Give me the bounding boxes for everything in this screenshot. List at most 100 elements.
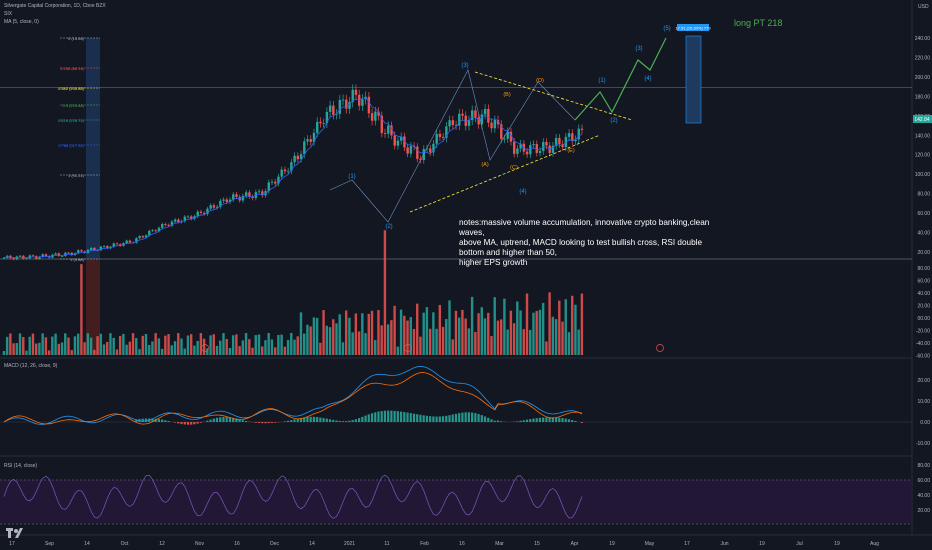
volume-bar [241,340,245,355]
macd-histogram-bar [293,419,296,422]
volume-bar [47,350,51,355]
candle-body [312,132,316,142]
volume-bar [393,305,396,355]
macd-histogram-bar [235,418,238,422]
candle-body [467,120,471,126]
candle-body [535,144,538,153]
price-axis-tick: 60.00 [917,211,930,217]
candle-body [448,120,451,127]
candle-body [429,148,432,153]
volume-bar [160,348,164,355]
price-axis-tick: 240.00 [915,36,931,42]
volume-bar [115,349,119,355]
macd-histogram-bar [529,419,532,422]
candle-body [31,255,35,257]
volume-bar [441,326,445,355]
rsi-axis-tick: 20.00 [917,508,930,514]
macd-histogram-bar [487,417,490,422]
candle-body [190,216,193,219]
candle-body [493,119,497,129]
candle-body [44,254,48,257]
volume-bar [206,348,209,355]
candle-body [319,121,322,124]
volume-bar [428,328,432,355]
volume-bar [315,317,319,355]
volume-bar [18,333,22,355]
candle-body [351,89,354,102]
volume-bar [196,340,199,355]
macd-histogram-bar [161,419,164,422]
volume-bar [44,337,48,355]
volume-bar [419,336,422,355]
macd-histogram-bar [257,422,261,424]
candle-body [22,255,25,259]
macd-histogram-bar [286,420,290,422]
macd-histogram-bar [228,417,232,422]
volume-bar [461,309,464,355]
macd-histogram-bar [177,422,180,424]
macd-histogram-bar [467,412,470,422]
candle-body [519,143,522,149]
time-axis-tick: 11 [384,541,389,547]
macd-histogram-bar [409,413,412,422]
time-axis-tick: Mar [495,541,504,547]
candle-body [341,99,345,101]
candle-body [361,99,364,106]
rsi-label: RSI (14, close) [4,463,37,469]
volume-bar [83,342,86,355]
volume-axis-tick: 60.00 [917,279,930,285]
volume-bar [328,327,332,355]
candle-body [25,258,28,260]
fib-column-lower [86,259,100,355]
volume-bar [80,264,83,355]
candle-body [248,192,251,197]
price-axis-tick: 20.00 [917,250,930,256]
macd-histogram-bar [316,417,319,422]
macd-histogram-bar [383,410,387,422]
macd-histogram-bar [432,416,435,422]
elliott-wave-line [329,69,576,223]
candle-body [12,258,15,260]
ma-label: MA (5, close, 0) [4,19,39,25]
macd-histogram-bar [190,422,193,425]
volume-bar [118,336,122,355]
candle-body [283,169,287,172]
candle-body [274,181,277,184]
candle-body [512,141,516,154]
wave-label: (3) [461,63,468,69]
candle-body [67,252,70,254]
volume-bar [293,339,296,355]
candle-body [383,133,387,134]
volume-bar [361,313,364,355]
price-axis-tick: 200.00 [915,75,931,81]
candle-body [461,113,464,116]
volume-bar [499,319,503,355]
macd-histogram-bar [354,419,357,422]
volume-bar [357,331,361,355]
candle-body [257,191,261,193]
candle-body [219,200,222,207]
volume-bar [112,337,115,355]
candle-body [328,105,332,112]
candle-body [170,221,174,226]
volume-bar [212,334,215,355]
macd-histogram-bar [322,418,325,422]
volume-bar [467,328,471,355]
volume-bar [34,343,38,355]
macd-histogram-bar [558,417,561,422]
volume-bar [15,343,19,355]
candle-body [99,246,103,251]
macd-axis-tick: -10.00 [916,441,930,447]
candle-body [135,238,138,243]
macd-histogram-bar [209,419,212,422]
volume-axis-tick: 40.00 [917,291,930,297]
candle-body [60,255,64,257]
time-axis-tick: 19 [609,541,615,547]
macd-histogram-bar [477,413,480,422]
volume-bar [487,312,490,355]
candle-body [106,246,109,249]
macd-histogram-bar [254,422,257,423]
macd-histogram-bar [244,420,248,422]
volume-bar [448,300,451,355]
